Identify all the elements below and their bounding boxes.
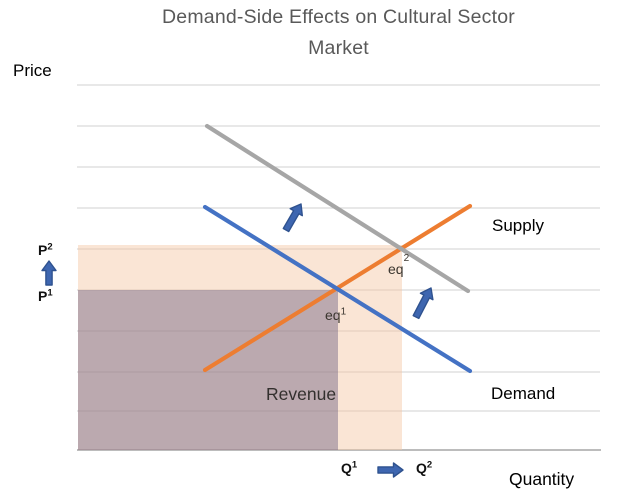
chart-title-line1: Demand-Side Effects on Cultural Sector: [162, 6, 515, 28]
demand-curve-label: Demand: [491, 384, 556, 403]
p1-base: P: [38, 288, 48, 304]
eq2-label: eq2: [388, 254, 409, 277]
eq2-label-base: eq: [388, 261, 404, 277]
p1-tick-label: P1: [38, 288, 53, 304]
eq1-label-sup: 1: [340, 306, 347, 318]
p2-tick-label: P2: [38, 242, 53, 258]
demand-initial-line: [202, 204, 473, 374]
q1-tick-label: Q1: [341, 460, 357, 476]
demand-shifted-line: [204, 123, 471, 294]
q2-tick-label: Q2: [416, 460, 432, 476]
x-axis-label: Quantity: [509, 469, 575, 489]
quantity-increase-arrow: [377, 462, 404, 478]
q1-base: Q: [341, 460, 352, 476]
price-increase-arrow: [41, 260, 57, 286]
revenue-area-label: Revenue: [266, 384, 337, 404]
p2-sup: 2: [47, 241, 53, 253]
y-axis-label: Price: [13, 61, 52, 80]
chart-title: Demand-Side Effects on Cultural Sector M…: [77, 2, 600, 64]
p1-sup: 1: [47, 287, 53, 299]
q1-sup: 1: [351, 459, 358, 471]
eq1-label-base: eq: [325, 307, 341, 323]
supply-curve-label: Supply: [492, 216, 544, 235]
q2-base: Q: [416, 460, 427, 476]
eq1-label: eq1: [325, 307, 346, 323]
equilibrium-shift-arrow: [412, 287, 434, 320]
eq2-label-sup: 2: [403, 253, 410, 265]
chart-title-line2: Market: [308, 37, 369, 59]
p2-base: P: [38, 242, 48, 258]
q2-sup: 2: [426, 459, 433, 471]
demand-shift-arrow: [282, 203, 303, 233]
